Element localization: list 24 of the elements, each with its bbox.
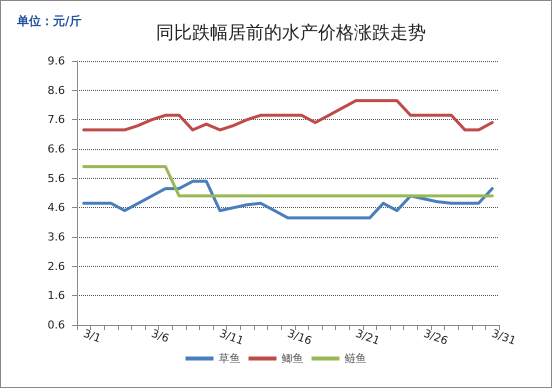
y-tick-label: 1.6 xyxy=(48,289,65,302)
y-tick-label: 4.6 xyxy=(48,201,65,214)
y-tick-label: 7.6 xyxy=(48,113,65,126)
line-series xyxy=(82,99,494,132)
legend-label: 鲫鱼 xyxy=(282,352,304,365)
y-tick-label: 9.6 xyxy=(48,54,65,68)
x-tick-label: 3/6 xyxy=(150,326,171,346)
legend-label: 鲢鱼 xyxy=(344,352,366,365)
line-series xyxy=(82,180,494,220)
text: 单位：元/斤 xyxy=(16,14,82,28)
y-tick-label: 6.6 xyxy=(48,142,65,156)
x-tick-label: 3/31 xyxy=(490,326,518,348)
x-tick-label: 3/21 xyxy=(354,326,382,348)
x-tick-label: 3/1 xyxy=(82,326,103,346)
y-tick-label: 5.6 xyxy=(48,172,65,185)
x-tick-label: 3/11 xyxy=(218,326,246,348)
y-tick-label: 2.6 xyxy=(48,260,65,273)
x-tick-label: 3/26 xyxy=(422,326,450,348)
x-tick-label: 3/16 xyxy=(286,326,314,348)
y-tick-label: 3.6 xyxy=(48,230,65,244)
y-tick-label: 0.6 xyxy=(48,318,65,332)
chart-title: 同比跌幅居前的水产价格涨跌走势 xyxy=(156,22,426,44)
legend-label: 草鱼 xyxy=(218,352,240,365)
y-tick-label: 8.6 xyxy=(48,84,65,97)
